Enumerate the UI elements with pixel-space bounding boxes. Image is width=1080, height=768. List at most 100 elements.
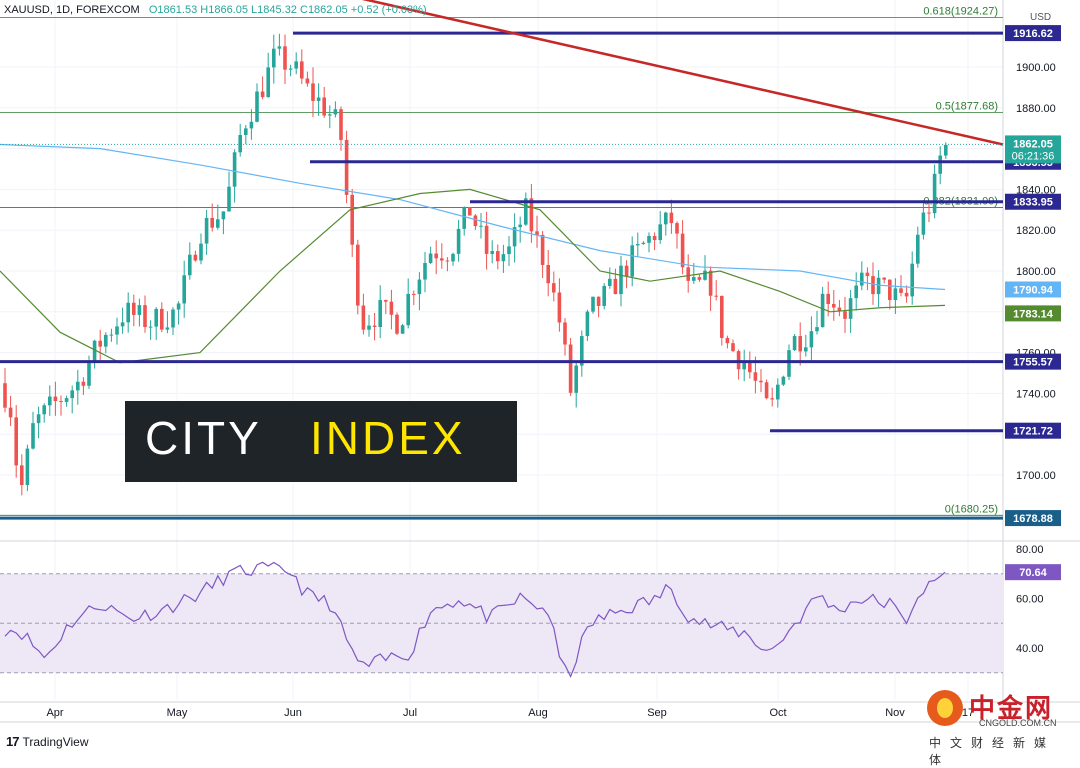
candle-body [720, 295, 724, 338]
low-value: L1845.32 [251, 4, 297, 16]
candle-body [776, 384, 780, 400]
candle-body [260, 91, 265, 98]
candle-body [518, 224, 522, 228]
candle-body [490, 251, 494, 254]
candle-body [557, 292, 562, 323]
candle-body [882, 277, 886, 280]
symbol-label[interactable]: XAUUSD, 1D, FOREXCOM [4, 4, 140, 16]
candle-body [725, 337, 730, 344]
candle-body [512, 227, 517, 247]
price-tick-label: 1840.00 [1016, 184, 1056, 196]
candle-body [535, 231, 539, 235]
candle-body [703, 270, 707, 280]
candle-body [137, 305, 142, 315]
candle-body [664, 212, 668, 225]
candles-group [3, 33, 948, 496]
candle-body [165, 327, 170, 330]
level-label: 1721.72 [1013, 426, 1053, 438]
price-tick-label: 1820.00 [1016, 225, 1056, 237]
cngold-slogan: 中文财经新媒体 [929, 736, 1056, 767]
candle-body [893, 288, 898, 301]
month-tick-label: Aug [528, 707, 548, 719]
candle-body [804, 347, 808, 352]
candle-body [98, 340, 102, 347]
candle-body [272, 48, 276, 68]
candle-body [456, 228, 461, 254]
candle-body [798, 336, 802, 352]
candle-body [104, 334, 108, 347]
candle-body [59, 401, 63, 403]
candle-body [904, 292, 909, 297]
level-label: 1916.62 [1013, 28, 1053, 40]
tradingview-logo-icon: 17 [6, 734, 20, 749]
candle-body [580, 336, 584, 366]
countdown-label: 06:21:36 [1012, 150, 1055, 162]
ma-green-label-bg [1005, 305, 1061, 322]
level-label: 1833.95 [1013, 197, 1053, 209]
candle-body [193, 254, 198, 261]
candle-body [865, 272, 870, 277]
trendline [361, 0, 1004, 146]
candle-body [759, 380, 763, 383]
candle-body [748, 362, 752, 373]
close-value: C1862.05 [300, 4, 348, 16]
candle-body [395, 314, 399, 334]
ma-blue-line [0, 143, 946, 291]
candle-body [339, 109, 343, 140]
candle-body [423, 263, 427, 280]
candle-body [36, 414, 41, 424]
level-label-bg [1005, 25, 1061, 42]
candle-body [148, 326, 153, 328]
candle-body [669, 212, 674, 224]
candle-body [361, 305, 366, 330]
candle-body [126, 302, 130, 323]
candle-body [53, 396, 58, 402]
candle-body [546, 264, 550, 284]
candle-body [658, 224, 662, 241]
candle-body [484, 225, 489, 254]
candle-body [938, 155, 942, 174]
ma-blue-label-bg [1005, 281, 1061, 298]
candle-body [815, 327, 819, 332]
tradingview-footer[interactable]: 17 TradingView [6, 734, 89, 749]
candle-body [42, 405, 46, 415]
candle-body [378, 300, 382, 327]
candle-body [389, 301, 394, 315]
candle-body [675, 223, 679, 234]
candle-body [132, 302, 136, 315]
candle-body [64, 398, 69, 402]
candle-body [871, 276, 875, 295]
candle-body [232, 152, 237, 187]
candle-body [843, 311, 847, 319]
cngold-brand: 中金网 [969, 693, 1054, 723]
candle-body [529, 198, 534, 232]
candle-body [244, 128, 248, 135]
open-value: O1861.53 [148, 4, 198, 16]
candle-body [641, 242, 646, 245]
level-label-bg [1005, 353, 1061, 370]
high-value: H1866.05 [200, 4, 248, 16]
level-label: 1755.57 [1013, 357, 1053, 369]
cngold-watermark: 中金网 CNGOLD.COM.CN 中文财经新媒体 [925, 686, 1075, 767]
price-tick-label: 1700.00 [1016, 470, 1056, 482]
candle-body [406, 293, 410, 326]
candle-body [417, 279, 422, 295]
candle-body [333, 109, 338, 115]
candle-body [574, 365, 578, 393]
candle-body [647, 236, 651, 243]
candle-body [266, 67, 270, 98]
ma-blue-label: 1790.94 [1013, 284, 1054, 296]
candle-body [20, 465, 24, 485]
rsi-tick-label: 60.00 [1016, 594, 1044, 606]
cngold-url: CNGOLD.COM.CN [979, 718, 1057, 728]
candle-body [770, 398, 774, 400]
candle-body [328, 114, 332, 116]
rsi-tick-label: 80.00 [1016, 544, 1044, 556]
candle-body [434, 253, 438, 259]
candle-body [473, 215, 478, 227]
candle-body [462, 207, 466, 229]
candle-body [742, 362, 746, 370]
logo-index-text: INDEX [310, 412, 466, 464]
candle-body [216, 219, 220, 228]
